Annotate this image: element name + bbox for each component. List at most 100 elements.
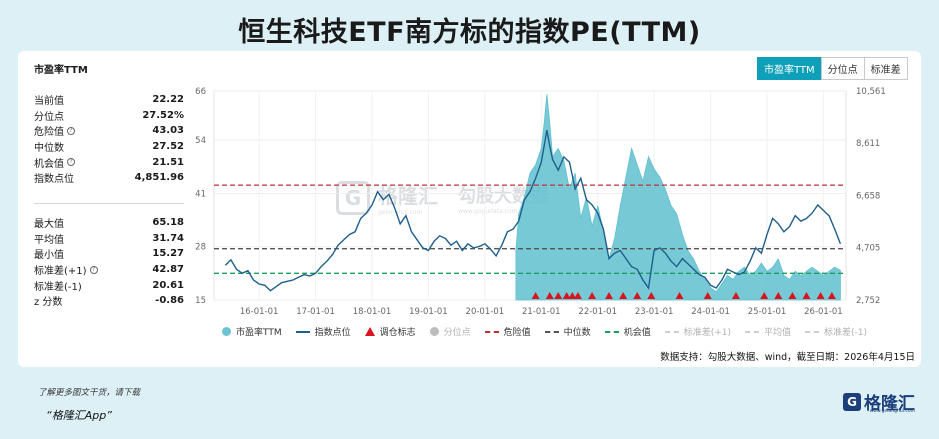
stat-label-text: 机会值: [34, 158, 64, 170]
rebalance-marker: [633, 292, 642, 299]
rebalance-marker: [675, 292, 684, 299]
stat-row: 机会值? 21.51: [34, 154, 184, 170]
rebalance-marker: [545, 292, 554, 299]
stat-label: 最大值: [34, 215, 64, 230]
legend-item[interactable]: 分位点: [429, 325, 471, 338]
legend-swatch-icon: [429, 327, 439, 336]
y-left-tick-label: 66: [195, 87, 206, 97]
tab-2[interactable]: 标准差: [863, 57, 908, 80]
stat-value: 27.52%: [142, 109, 184, 121]
stat-label-text: 标准差(-1): [34, 281, 82, 293]
legend-item[interactable]: 平均值: [745, 325, 791, 338]
legend-item[interactable]: 标准差(-1): [805, 325, 867, 338]
stat-row: 危险值? 43.03: [34, 123, 184, 139]
brand-logo-sub: www.gelonghui.com: [869, 409, 915, 414]
x-tick-label: 17-01-01: [296, 307, 335, 317]
stat-row: 当前值 22.22: [34, 92, 184, 108]
rebalance-marker: [531, 292, 540, 299]
y-right-tick-label: 8,611: [856, 139, 880, 149]
info-icon[interactable]: ?: [89, 265, 98, 274]
legend-item[interactable]: 指数点位: [295, 325, 351, 338]
legend-swatch-icon: [745, 330, 759, 333]
stat-label-text: 最小值: [34, 250, 64, 262]
stat-value: 22.22: [152, 94, 184, 106]
legend-label: 标准差(+1): [683, 328, 731, 338]
page-title: 恒生科技ETF南方标的指数PE(TTM): [238, 17, 701, 48]
stat-label: z 分数: [34, 293, 62, 308]
legend-item[interactable]: 中位数: [544, 325, 591, 338]
chart-legend: 市盈率TTM 指数点位 调仓标志 分位点 危险值 中位数 机会值 标准差(+1) 平均值 标准差(…: [222, 325, 881, 338]
rebalance-marker: [647, 292, 656, 299]
stat-label-text: 危险值: [34, 127, 64, 139]
legend-swatch-icon: [295, 330, 310, 333]
stats-divider: [34, 203, 184, 204]
rebalance-marker: [703, 292, 712, 299]
legend-item[interactable]: 机会值: [604, 325, 651, 338]
legend-swatch-icon: [664, 330, 679, 333]
stat-value: -0.86: [155, 295, 184, 307]
rebalance-marker: [568, 292, 577, 299]
y-right-tick-label: 6,658: [856, 191, 880, 201]
x-tick-label: 25-01-01: [748, 307, 787, 317]
y-left-tick-label: 54: [195, 136, 206, 146]
legend-item[interactable]: 市盈率TTM: [222, 325, 282, 338]
legend-label: 指数点位: [314, 328, 351, 338]
stat-label-text: 中位数: [34, 143, 64, 155]
stat-row: 标准差(-1) 20.61: [34, 277, 184, 293]
rebalance-marker: [588, 292, 597, 299]
brand-logo: G 格隆汇 www.gelonghui.com: [843, 389, 915, 414]
stat-label: 机会值?: [34, 155, 75, 170]
stat-row: 最大值 65.18: [34, 215, 184, 231]
stat-label: 当前值: [34, 92, 64, 107]
metric-tabs: 市盈率TTM 分位点 标准差: [757, 57, 908, 80]
stat-label: 标准差(-1): [34, 278, 82, 293]
pe-area-series: [515, 94, 841, 301]
legend-label: 平均值: [764, 328, 792, 338]
rebalance-marker: [788, 292, 797, 299]
watermark-logo-icon: G: [336, 181, 370, 215]
legend-swatch-icon: [222, 327, 231, 336]
stats-summary: 当前值 22.22 分位点 27.52% 危险值? 43.03 中位数 27.52 机会值? 21…: [34, 92, 184, 186]
y-right-tick-label: 2,752: [856, 296, 880, 306]
legend-swatch-icon: [604, 330, 619, 333]
rebalance-marker: [605, 292, 613, 299]
stat-label: 中位数: [34, 139, 64, 154]
stat-label: 平均值: [34, 231, 64, 246]
legend-item[interactable]: 标准差(+1): [664, 325, 731, 338]
info-icon[interactable]: ?: [67, 126, 75, 135]
stat-row: 中位数 27.52: [34, 139, 184, 155]
footer-app-name[interactable]: “格隆汇App”: [46, 409, 112, 422]
stat-label: 标准差(+1)?: [34, 262, 98, 277]
stat-value: 31.74: [152, 232, 184, 244]
rebalance-marker: [774, 292, 783, 299]
y-right-tick-label: 10,561: [856, 87, 886, 97]
x-tick-label: 21-01-01: [522, 307, 561, 317]
stat-row: 平均值 31.74: [34, 231, 184, 247]
y-left-tick-label: 41: [195, 189, 206, 199]
stat-label-text: 平均值: [34, 234, 64, 246]
stat-value: 4,851.96: [134, 172, 184, 184]
stat-label-text: 当前值: [34, 96, 64, 108]
rebalance-marker: [619, 292, 628, 299]
info-icon[interactable]: ?: [67, 158, 75, 167]
footer-download-hint: 了解更多图文干货，请下载: [38, 388, 141, 398]
stat-label: 分位点: [34, 108, 64, 123]
stat-label-text: 指数点位: [34, 174, 74, 186]
legend-label: 机会值: [623, 328, 651, 338]
x-tick-label: 23-01-01: [635, 307, 674, 317]
stat-label-text: z 分数: [34, 297, 63, 309]
x-tick-label: 19-01-01: [409, 307, 448, 317]
index-line-series: [224, 129, 842, 292]
stat-label: 最小值: [34, 246, 64, 261]
stat-row: 最小值 15.27: [34, 246, 184, 262]
x-tick-label: 20-01-01: [466, 307, 505, 317]
stat-label-text: 标准差(+1): [34, 266, 87, 278]
stat-row: 标准差(+1)? 42.87: [34, 262, 184, 278]
legend-item[interactable]: 危险值: [484, 325, 531, 338]
rebalance-marker: [802, 292, 811, 299]
panel-title: 市盈率TTM: [34, 65, 88, 76]
brand-logo-icon: G: [843, 392, 861, 411]
legend-label: 调仓标志: [379, 328, 416, 338]
legend-swatch-icon: [805, 330, 820, 333]
legend-item[interactable]: 调仓标志: [364, 325, 416, 338]
